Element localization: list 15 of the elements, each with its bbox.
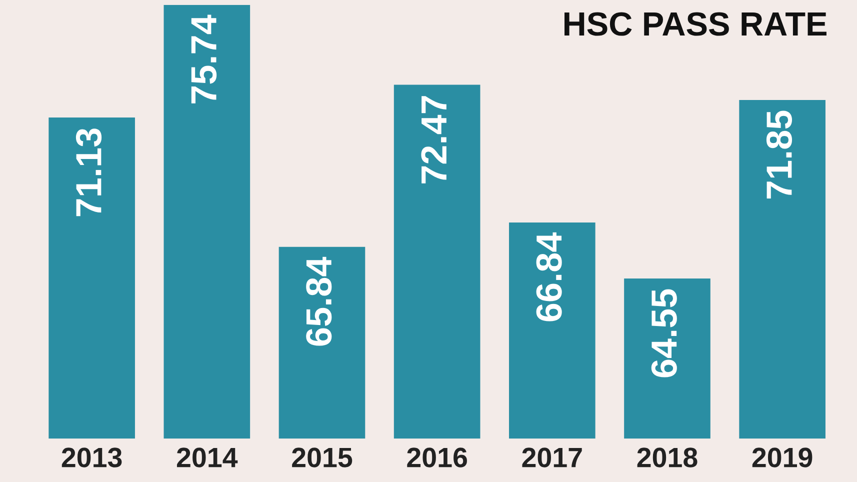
data-label: 75.74 [191, 14, 217, 104]
data-label: 66.84 [536, 232, 562, 322]
data-label: 65.84 [306, 256, 332, 346]
data-label: 71.85 [766, 110, 792, 199]
x-tick-label: 2017 [522, 448, 582, 468]
data-label: 72.47 [421, 96, 446, 184]
x-tick-label: 2019 [752, 448, 812, 468]
x-tick-label: 2014 [176, 448, 238, 468]
x-tick-label: 2015 [292, 448, 352, 468]
x-tick-label: 2013 [62, 448, 122, 468]
data-label: 71.13 [76, 128, 102, 216]
chart-title: HSC PASS RATE [564, 12, 826, 36]
x-tick-label: 2018 [637, 448, 698, 468]
x-tick-label: 2016 [407, 448, 467, 468]
data-label: 64.55 [651, 289, 677, 378]
